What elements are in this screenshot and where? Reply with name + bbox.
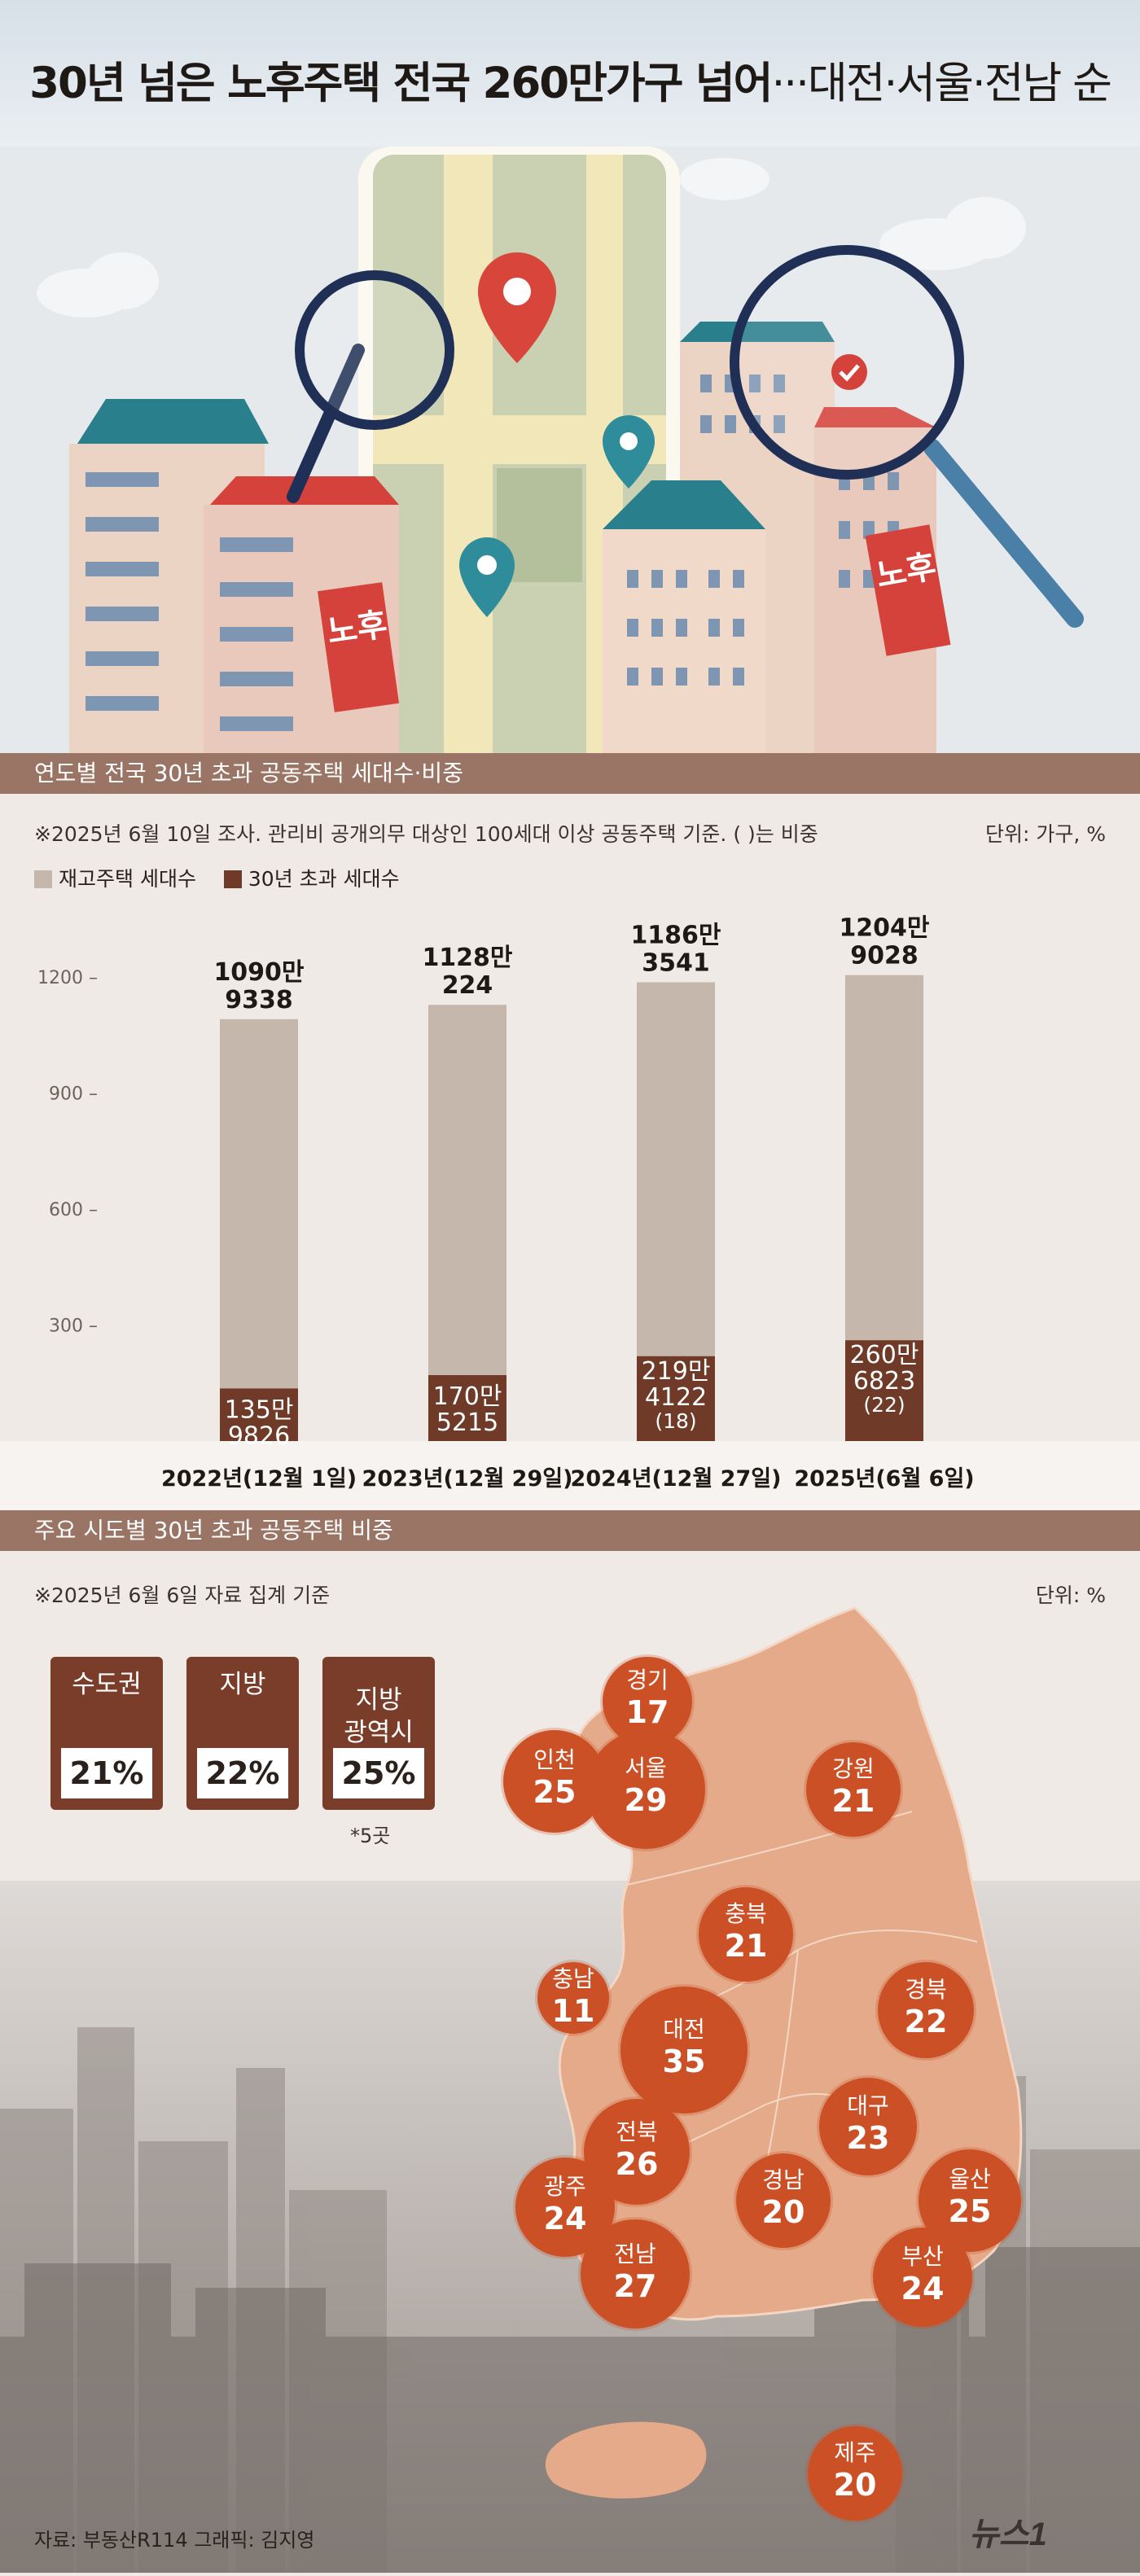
card-provinces: 지방 22% bbox=[186, 1657, 299, 1810]
data-label-total: 1186만 bbox=[630, 921, 721, 949]
bubble-gyeongnam: 경남 20 bbox=[736, 2153, 831, 2248]
legend-label-old: 30년 초과 세대수 bbox=[248, 867, 400, 891]
x-tick-label: 2025년(6월 6일) bbox=[794, 1466, 974, 1492]
x-tick-label: 2022년(12월 1일) bbox=[161, 1466, 357, 1492]
card-label: 수도권 bbox=[72, 1670, 142, 1699]
news1-logo: 뉴스1 bbox=[969, 2509, 1116, 2561]
data-label-total: 1090만 bbox=[213, 958, 304, 987]
map-note: ※2025년 6월 6일 자료 집계 기준 bbox=[34, 1584, 331, 1607]
title-main: 30년 넘은 노후주택 전국 260만가구 넘어 bbox=[29, 59, 773, 108]
legend-item-total: 재고주택 세대수 bbox=[34, 863, 196, 892]
page-title: 30년 넘은 노후주택 전국 260만가구 넘어···대전·서울·전남 순 bbox=[0, 49, 1140, 111]
section-header-regional: 주요 시도별 30년 초과 공동주택 비중 bbox=[0, 1510, 1140, 1551]
section-header-yearly: 연도별 전국 30년 초과 공동주택 세대수·비중 bbox=[0, 753, 1140, 794]
card-label: 지방 bbox=[219, 1670, 266, 1699]
old-house-sign-right: 노후 bbox=[865, 524, 951, 656]
chart-legend: 재고주택 세대수 30년 초과 세대수 bbox=[34, 863, 421, 892]
data-label-total: 9338 bbox=[225, 986, 293, 1014]
bar-total bbox=[220, 1019, 298, 1441]
magnifier-icon bbox=[730, 245, 1084, 628]
data-label-total: 1128만 bbox=[422, 944, 512, 972]
location-pin-icon bbox=[478, 252, 556, 363]
data-label-old: 219만 bbox=[642, 1357, 711, 1386]
bar-old bbox=[220, 1388, 298, 1441]
data-label-total: 224 bbox=[442, 971, 493, 1000]
location-pin-icon bbox=[603, 415, 655, 488]
bubble-chungnam: 충남 11 bbox=[537, 1962, 609, 2034]
chart-note: ※2025년 6월 10일 조사. 관리비 공개의무 대상인 100세대 이상 … bbox=[34, 822, 818, 846]
card-value: 21% bbox=[61, 1748, 152, 1798]
data-label-total: 9028 bbox=[850, 942, 919, 970]
bubble-jeonnam: 전남 27 bbox=[581, 2219, 690, 2328]
y-tick-label: 300 – bbox=[49, 1316, 98, 1337]
data-label-old: 135만 bbox=[225, 1395, 294, 1424]
card-capital-area: 수도권 21% bbox=[50, 1657, 163, 1810]
source-credit: 자료: 부동산R114 그래픽: 김지영 bbox=[34, 2529, 315, 2552]
data-label-old: 9826 bbox=[228, 1422, 290, 1450]
card-value: 22% bbox=[197, 1748, 288, 1798]
bubble-gangwon: 강원 21 bbox=[806, 1742, 901, 1837]
section-title-regional: 주요 시도별 30년 초과 공동주택 비중 bbox=[34, 1517, 393, 1544]
data-label-old: 260만 bbox=[850, 1341, 919, 1369]
logo-text: 뉴스1 bbox=[969, 2517, 1047, 2552]
legend-item-old: 30년 초과 세대수 bbox=[223, 863, 400, 892]
title-sub: ···대전·서울·전남 순 bbox=[771, 59, 1112, 108]
cityscape-silhouette bbox=[0, 2027, 1140, 2573]
data-label-share: (22) bbox=[863, 1393, 905, 1417]
card-footnote: *5곳 bbox=[350, 1825, 391, 1847]
location-pin-icon bbox=[459, 537, 515, 617]
card-label: 지방 광역시 bbox=[344, 1685, 414, 1747]
data-label-total: 3541 bbox=[642, 948, 710, 977]
cloud-icon bbox=[37, 158, 1026, 318]
hero-scene: 노후 노후 bbox=[37, 147, 1084, 753]
bubble-busan: 부산 24 bbox=[873, 2228, 972, 2327]
bubble-daegu: 대구 23 bbox=[819, 2078, 917, 2175]
chart-baseline-band bbox=[0, 1441, 1140, 1510]
bubble-gyeongbuk: 경북 22 bbox=[878, 1962, 974, 2058]
data-label-old: 5215 bbox=[436, 1408, 498, 1437]
sign-left-text: 노후 bbox=[325, 606, 389, 651]
data-label-old: 4122 bbox=[645, 1383, 707, 1412]
bar-old bbox=[428, 1375, 506, 1441]
legend-swatch-total bbox=[34, 870, 52, 888]
data-label-old: 6823 bbox=[853, 1367, 915, 1395]
bubble-jeju: 제주 20 bbox=[808, 2426, 902, 2521]
jeju-island bbox=[545, 2421, 707, 2499]
section-title-yearly: 연도별 전국 30년 초과 공동주택 세대수·비중 bbox=[34, 760, 463, 786]
bubble-chungbuk: 충북 21 bbox=[699, 1887, 793, 1982]
bubble-jeonbuk: 전북 26 bbox=[584, 2099, 690, 2205]
data-label-total: 1204만 bbox=[839, 914, 929, 943]
y-tick-label: 600 – bbox=[49, 1200, 98, 1220]
bubble-daejeon: 대전 35 bbox=[620, 1987, 748, 2114]
apartment-building bbox=[603, 529, 765, 753]
y-tick-label: 1200 – bbox=[37, 968, 98, 988]
hero-illustration: 노후 노후 bbox=[0, 147, 1140, 753]
legend-swatch-old bbox=[223, 870, 242, 888]
bubble-seoul: 서울 29 bbox=[586, 1730, 705, 1849]
map-unit: 단위: % bbox=[1035, 1584, 1106, 1607]
x-tick-label: 2024년(12월 27일) bbox=[571, 1466, 782, 1492]
bar-old bbox=[845, 1340, 923, 1441]
bubble-ulsan: 울산 25 bbox=[919, 2149, 1021, 2252]
bar-total bbox=[428, 1005, 506, 1441]
x-tick-label: 2023년(12월 29일) bbox=[362, 1466, 573, 1492]
card-value: 25% bbox=[333, 1748, 424, 1798]
legend-label-total: 재고주택 세대수 bbox=[59, 867, 196, 891]
magnifier-icon bbox=[287, 270, 454, 503]
old-house-sign-left: 노후 bbox=[317, 582, 400, 712]
headline-banner bbox=[0, 0, 1140, 147]
data-label-share: (18) bbox=[655, 1409, 696, 1433]
chart-unit: 단위: 가구, % bbox=[984, 822, 1106, 846]
card-metro-cities: 지방 광역시 25% bbox=[322, 1657, 435, 1810]
data-label-old: 170만 bbox=[433, 1382, 502, 1411]
bar-old bbox=[637, 1356, 715, 1441]
y-tick-label: 900 – bbox=[49, 1084, 98, 1105]
